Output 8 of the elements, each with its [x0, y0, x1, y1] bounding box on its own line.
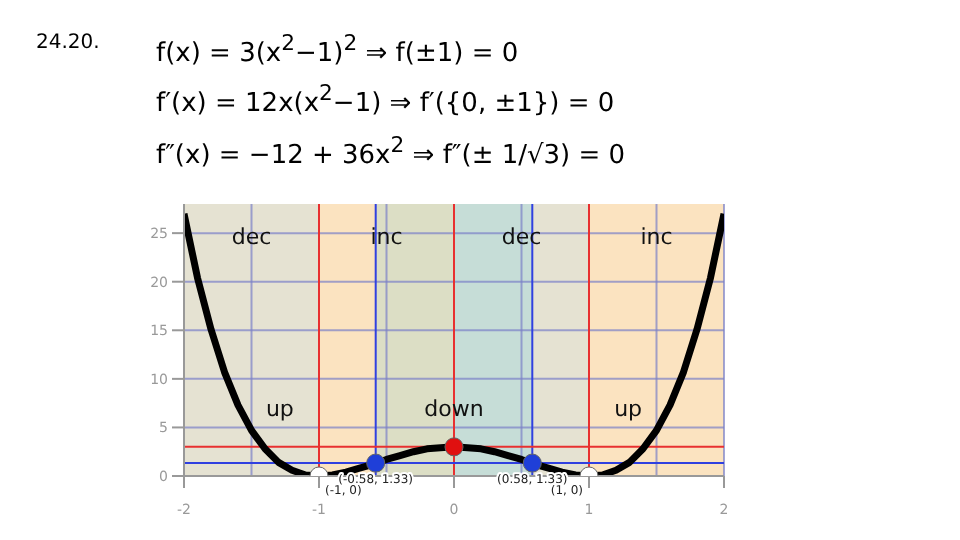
text: f(x) = 3(x$^{2}$−1)$^{2}$ ⇒ f(±1) = 0 [156, 28, 521, 73]
band-label: up [265, 396, 294, 422]
chart-title: 24.20. [36, 32, 100, 54]
text: f′(x) = 12x(x$^{2}$−1) ⇒ f′({0, ±1}) = 0 [156, 78, 617, 124]
band-label: inc [640, 223, 673, 250]
band-label: dec [231, 223, 272, 250]
text: f″(x) = −12 + 36x$^{2}$ ⇒ f″(± 1/√3) = 0 [156, 129, 626, 174]
band-label: up [614, 396, 643, 422]
